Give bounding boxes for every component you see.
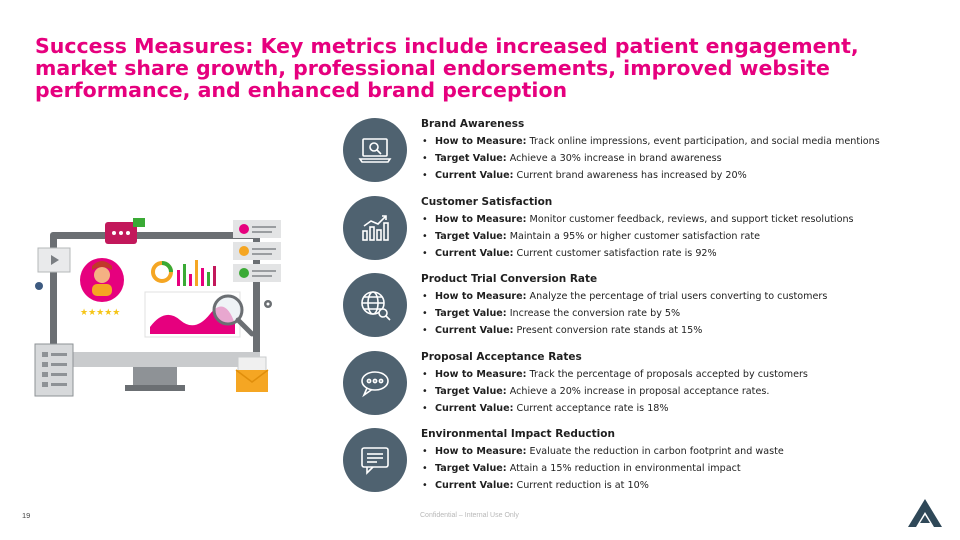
confidential-footer: Confidential – Internal Use Only bbox=[420, 512, 519, 519]
metrics-list: Brand Awareness How to Measure: Track on… bbox=[343, 116, 943, 504]
target-value: Target Value: Increase the conversion ra… bbox=[421, 305, 941, 322]
metric-brand-awareness: Brand Awareness How to Measure: Track on… bbox=[343, 116, 943, 194]
chat-bubble-dots-icon bbox=[343, 350, 407, 415]
bar-chart-growth-icon bbox=[343, 195, 407, 260]
slide-title: Success Measures: Key metrics include in… bbox=[35, 34, 859, 102]
company-logo-icon bbox=[908, 499, 942, 527]
current-value: Current Value: Current acceptance rate i… bbox=[421, 400, 941, 417]
message-lines-icon bbox=[343, 428, 407, 493]
metric-heading: Proposal Acceptance Rates bbox=[421, 350, 582, 363]
how-to-measure: How to Measure: Track online impressions… bbox=[421, 133, 941, 150]
metric-product-trial-conversion: Product Trial Conversion Rate How to Mea… bbox=[343, 271, 943, 349]
how-to-measure: How to Measure: Evaluate the reduction i… bbox=[421, 443, 941, 460]
metric-heading: Product Trial Conversion Rate bbox=[421, 273, 598, 286]
current-value: Current Value: Current brand awareness h… bbox=[421, 167, 941, 184]
page-number: 19 bbox=[22, 511, 31, 520]
target-value: Target Value: Achieve a 30% increase in … bbox=[421, 150, 941, 167]
laptop-search-icon bbox=[343, 118, 407, 182]
metric-customer-satisfaction: Customer Satisfaction How to Measure: Mo… bbox=[343, 194, 943, 272]
target-value: Target Value: Achieve a 20% increase in … bbox=[421, 383, 941, 400]
target-value: Target Value: Maintain a 95% or higher c… bbox=[421, 228, 941, 245]
metric-heading: Customer Satisfaction bbox=[421, 195, 553, 208]
globe-search-icon bbox=[343, 273, 407, 338]
metric-heading: Environmental Impact Reduction bbox=[421, 428, 615, 441]
metric-heading: Brand Awareness bbox=[421, 118, 525, 130]
metric-environmental-impact: Environmental Impact Reduction How to Me… bbox=[343, 426, 943, 504]
how-to-measure: How to Measure: Monitor customer feedbac… bbox=[421, 211, 941, 228]
target-value: Target Value: Attain a 15% reduction in … bbox=[421, 460, 941, 477]
analytics-dashboard-illustration: ★★★★★ bbox=[34, 218, 281, 397]
how-to-measure: How to Measure: Analyze the percentage o… bbox=[421, 288, 941, 305]
current-value: Current Value: Present conversion rate s… bbox=[421, 322, 941, 339]
svg-text:★★★★★: ★★★★★ bbox=[80, 308, 120, 318]
current-value: Current Value: Current customer satisfac… bbox=[421, 245, 941, 262]
how-to-measure: How to Measure: Track the percentage of … bbox=[421, 366, 941, 383]
current-value: Current Value: Current reduction is at 1… bbox=[421, 477, 941, 494]
metric-proposal-acceptance: Proposal Acceptance Rates How to Measure… bbox=[343, 349, 943, 427]
